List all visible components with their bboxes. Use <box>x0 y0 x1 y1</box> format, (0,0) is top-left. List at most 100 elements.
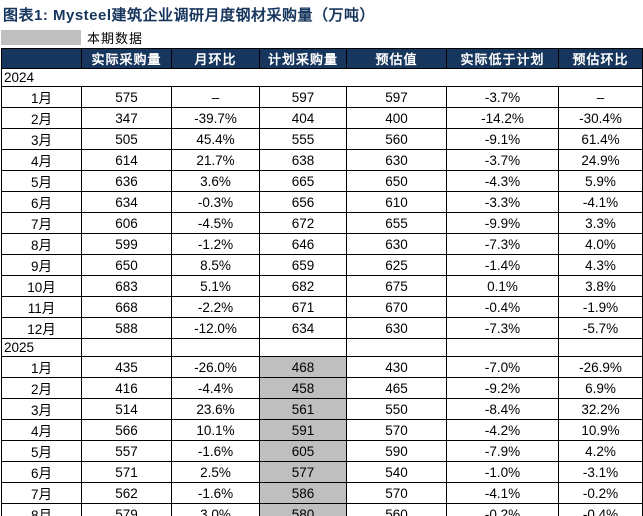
cell-below-plan: -0.2% <box>446 503 559 516</box>
cell-planned-highlighted: 605 <box>259 440 347 462</box>
cell-mom: -12.0% <box>171 317 260 339</box>
cell-month: 7月 <box>1 212 82 234</box>
cell-estimate-mom: 3.8% <box>558 275 643 297</box>
cell-mom: 3.0% <box>171 503 260 516</box>
table-row: 3月 514 23.6% 561 550 -8.4% 32.2% <box>1 398 643 420</box>
cell-actual: 562 <box>81 482 172 504</box>
cell-actual: 347 <box>81 107 172 129</box>
table-row: 4月 614 21.7% 638 630 -3.7% 24.9% <box>1 149 643 171</box>
cell-planned-highlighted: 591 <box>259 419 347 441</box>
cell-mom: 21.7% <box>171 149 260 171</box>
cell-estimate-mom: 24.9% <box>558 149 643 171</box>
cell-actual: 634 <box>81 191 172 213</box>
cell-estimate: 670 <box>346 296 447 318</box>
empty-cell <box>171 338 260 357</box>
header-mom: 月环比 <box>171 48 260 69</box>
legend-label: 本期数据 <box>87 30 144 46</box>
cell-below-plan: 0.1% <box>446 275 559 297</box>
cell-estimate: 465 <box>346 377 447 399</box>
cell-below-plan: -1.0% <box>446 461 559 483</box>
cell-estimate-mom: -30.4% <box>558 107 643 129</box>
cell-below-plan: -9.9% <box>446 212 559 234</box>
cell-below-plan: -8.4% <box>446 398 559 420</box>
cell-below-plan: -3.7% <box>446 149 559 171</box>
cell-planned: 555 <box>259 128 347 150</box>
cell-below-plan: -14.2% <box>446 107 559 129</box>
cell-actual: 599 <box>81 233 172 255</box>
cell-month: 5月 <box>1 170 82 192</box>
table-row: 12月 588 -12.0% 634 630 -7.3% -5.7% <box>1 317 643 339</box>
cell-estimate: 597 <box>346 86 447 108</box>
cell-estimate-mom: 3.3% <box>558 212 643 234</box>
cell-planned: 638 <box>259 149 347 171</box>
cell-estimate-mom: -0.2% <box>558 482 643 504</box>
cell-planned-highlighted: 586 <box>259 482 347 504</box>
cell-month: 8月 <box>1 233 82 255</box>
table-row: 2月 347 -39.7% 404 400 -14.2% -30.4% <box>1 107 643 129</box>
cell-actual: 514 <box>81 398 172 420</box>
empty-cell <box>558 338 643 357</box>
header-estimate: 预估值 <box>346 48 447 69</box>
cell-actual: 571 <box>81 461 172 483</box>
cell-below-plan: -7.3% <box>446 233 559 255</box>
cell-planned: 671 <box>259 296 347 318</box>
cell-actual: 606 <box>81 212 172 234</box>
cell-month: 3月 <box>1 128 82 150</box>
cell-estimate-mom: -5.7% <box>558 317 643 339</box>
cell-planned: 659 <box>259 254 347 276</box>
cell-below-plan: -7.3% <box>446 317 559 339</box>
cell-estimate: 630 <box>346 317 447 339</box>
cell-month: 7月 <box>1 482 82 504</box>
cell-mom: 8.5% <box>171 254 260 276</box>
year-row-2025: 2025 <box>1 338 643 357</box>
table-row: 8月 579 3.0% 580 560 -0.2% -0.4% <box>1 503 643 516</box>
table-row: 1月 435 -26.0% 468 430 -7.0% -26.9% <box>1 356 643 378</box>
cell-month: 4月 <box>1 149 82 171</box>
cell-month: 2月 <box>1 377 82 399</box>
cell-estimate-mom: 61.4% <box>558 128 643 150</box>
cell-estimate: 560 <box>346 128 447 150</box>
cell-month: 10月 <box>1 275 82 297</box>
cell-actual: 683 <box>81 275 172 297</box>
cell-estimate: 570 <box>346 419 447 441</box>
cell-planned: 672 <box>259 212 347 234</box>
cell-actual: 416 <box>81 377 172 399</box>
cell-estimate-mom: 32.2% <box>558 398 643 420</box>
cell-planned: 646 <box>259 233 347 255</box>
cell-below-plan: -4.1% <box>446 482 559 504</box>
table-row: 11月 668 -2.2% 671 670 -0.4% -1.9% <box>1 296 643 318</box>
cell-estimate-mom: -1.9% <box>558 296 643 318</box>
cell-mom: -0.3% <box>171 191 260 213</box>
cell-mom: 3.6% <box>171 170 260 192</box>
year-label: 2024 <box>1 68 643 87</box>
empty-cell <box>259 338 347 357</box>
table-row: 5月 636 3.6% 665 650 -4.3% 5.9% <box>1 170 643 192</box>
cell-planned: 597 <box>259 86 347 108</box>
cell-estimate: 590 <box>346 440 447 462</box>
cell-estimate: 570 <box>346 482 447 504</box>
cell-actual: 588 <box>81 317 172 339</box>
cell-estimate: 610 <box>346 191 447 213</box>
cell-month: 4月 <box>1 419 82 441</box>
cell-estimate: 655 <box>346 212 447 234</box>
cell-planned-highlighted: 580 <box>259 503 347 516</box>
header-below-plan: 实际低于计划 <box>446 48 559 69</box>
cell-below-plan: -1.4% <box>446 254 559 276</box>
year-row-2024: 2024 <box>1 68 643 87</box>
cell-planned: 656 <box>259 191 347 213</box>
cell-month: 3月 <box>1 398 82 420</box>
cell-month: 6月 <box>1 191 82 213</box>
table-row: 5月 557 -1.6% 605 590 -7.9% 4.2% <box>1 440 643 462</box>
table-row: 1月 575 – 597 597 -3.7% – <box>1 86 643 108</box>
cell-estimate-mom: 4.2% <box>558 440 643 462</box>
cell-mom: 2.5% <box>171 461 260 483</box>
cell-mom: 23.6% <box>171 398 260 420</box>
cell-below-plan: -4.3% <box>446 170 559 192</box>
cell-month: 5月 <box>1 440 82 462</box>
table-row: 10月 683 5.1% 682 675 0.1% 3.8% <box>1 275 643 297</box>
header-actual: 实际采购量 <box>81 48 172 69</box>
cell-estimate: 625 <box>346 254 447 276</box>
cell-estimate: 675 <box>346 275 447 297</box>
cell-actual: 557 <box>81 440 172 462</box>
header-planned: 计划采购量 <box>259 48 347 69</box>
